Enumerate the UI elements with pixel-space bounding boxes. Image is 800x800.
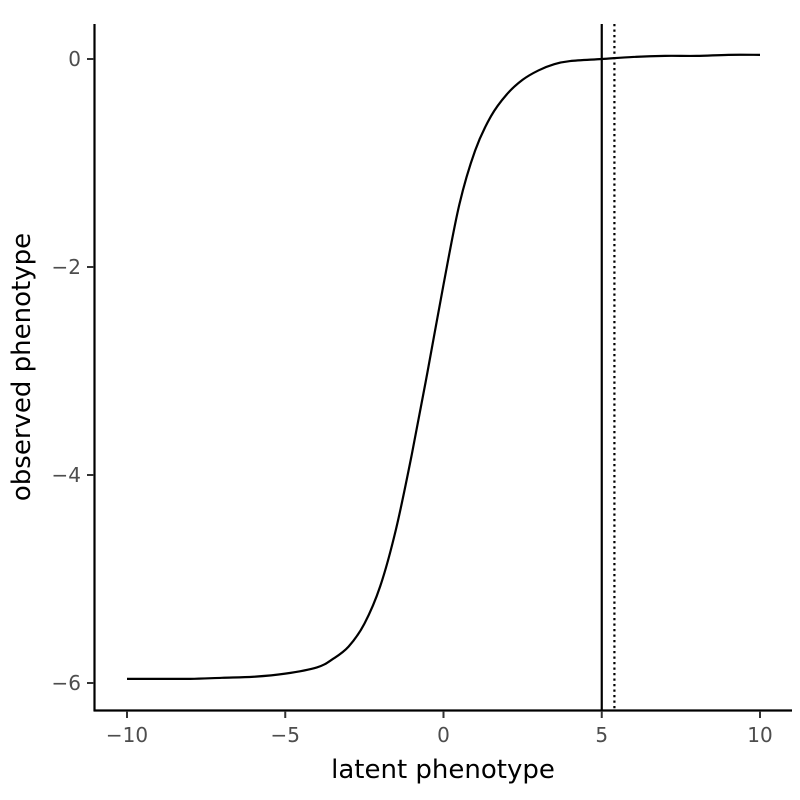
x-tick-label: 5	[595, 723, 608, 747]
x-ticks: −10 −5 0 5 10	[106, 711, 773, 747]
x-tick-label: −5	[271, 723, 300, 747]
y-tick-label: −6	[52, 671, 81, 695]
y-tick-label: 0	[68, 47, 81, 71]
y-ticks: −6 −4 −2 0	[52, 47, 94, 695]
reference-lines	[600, 24, 616, 710]
x-axis-title: latent phenotype	[331, 755, 555, 785]
series-layer	[127, 53, 761, 681]
x-tick-label: −10	[106, 723, 148, 747]
y-axis-title: observed phenotype	[7, 233, 37, 501]
series-line-0	[127, 53, 761, 681]
y-tick-label: −4	[52, 463, 81, 487]
x-tick-label: 10	[747, 723, 772, 747]
plot-area	[127, 24, 761, 710]
y-tick-label: −2	[52, 255, 81, 279]
x-tick-label: 0	[437, 723, 450, 747]
